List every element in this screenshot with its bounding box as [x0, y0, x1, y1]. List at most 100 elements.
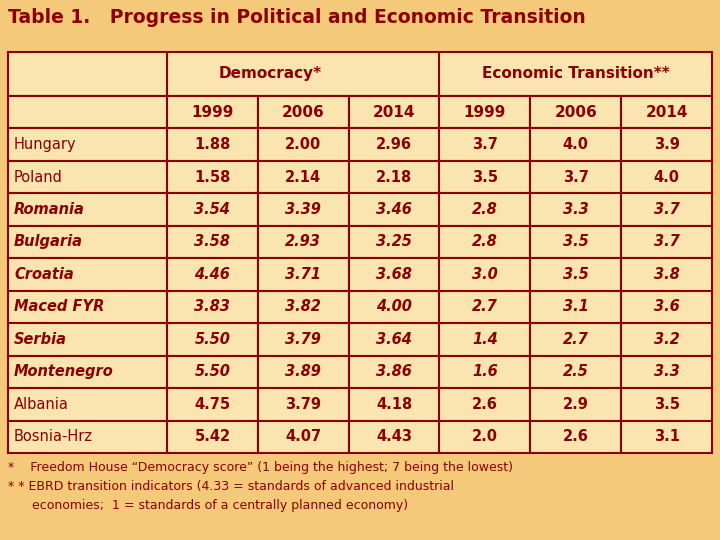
- Bar: [439, 193, 531, 226]
- Bar: [531, 161, 621, 193]
- Text: 2014: 2014: [645, 105, 688, 119]
- Bar: [439, 356, 531, 388]
- Bar: [348, 96, 439, 129]
- Bar: [531, 291, 621, 323]
- Text: 2.14: 2.14: [285, 170, 321, 185]
- Bar: [531, 323, 621, 356]
- Bar: [348, 291, 439, 323]
- Text: 3.3: 3.3: [654, 364, 680, 379]
- Bar: [348, 258, 439, 291]
- Text: 3.7: 3.7: [563, 170, 589, 185]
- Text: 3.7: 3.7: [472, 137, 498, 152]
- Bar: [621, 96, 712, 129]
- Text: 3.8: 3.8: [654, 267, 680, 282]
- Text: 3.0: 3.0: [472, 267, 498, 282]
- Bar: [531, 226, 621, 258]
- Bar: [621, 161, 712, 193]
- Bar: [8, 291, 167, 323]
- Bar: [167, 161, 258, 193]
- Bar: [348, 161, 439, 193]
- Text: Table 1.   Progress in Political and Economic Transition: Table 1. Progress in Political and Econo…: [8, 8, 586, 27]
- Text: Romania: Romania: [14, 202, 85, 217]
- Bar: [167, 129, 258, 161]
- Text: 2.9: 2.9: [563, 397, 589, 412]
- Text: 3.39: 3.39: [285, 202, 321, 217]
- Text: 1.6: 1.6: [472, 364, 498, 379]
- Bar: [258, 193, 348, 226]
- Text: 4.18: 4.18: [376, 397, 412, 412]
- Text: 3.79: 3.79: [285, 397, 321, 412]
- Text: 2.93: 2.93: [285, 234, 321, 249]
- Text: 3.89: 3.89: [285, 364, 321, 379]
- Bar: [348, 356, 439, 388]
- Text: 3.6: 3.6: [654, 299, 680, 314]
- Bar: [258, 388, 348, 421]
- Bar: [621, 129, 712, 161]
- Text: 3.3: 3.3: [563, 202, 589, 217]
- Text: 3.83: 3.83: [194, 299, 230, 314]
- Bar: [167, 356, 258, 388]
- Bar: [531, 356, 621, 388]
- Bar: [258, 421, 348, 453]
- Bar: [258, 226, 348, 258]
- Bar: [531, 258, 621, 291]
- Text: 4.43: 4.43: [376, 429, 412, 444]
- Text: 3.5: 3.5: [472, 170, 498, 185]
- Bar: [8, 258, 167, 291]
- Text: 3.68: 3.68: [376, 267, 412, 282]
- Text: 4.07: 4.07: [285, 429, 321, 444]
- Bar: [8, 421, 167, 453]
- Text: 2014: 2014: [373, 105, 415, 119]
- Text: 1.58: 1.58: [194, 170, 230, 185]
- Text: 2.7: 2.7: [472, 299, 498, 314]
- Bar: [167, 52, 439, 96]
- Bar: [531, 96, 621, 129]
- Bar: [258, 258, 348, 291]
- Text: 1.88: 1.88: [194, 137, 230, 152]
- Bar: [167, 258, 258, 291]
- Bar: [167, 291, 258, 323]
- Text: 3.5: 3.5: [563, 267, 589, 282]
- Bar: [348, 323, 439, 356]
- Text: 3.46: 3.46: [376, 202, 412, 217]
- Bar: [531, 388, 621, 421]
- Bar: [8, 129, 167, 161]
- Text: 5.50: 5.50: [194, 364, 230, 379]
- Bar: [167, 323, 258, 356]
- Bar: [621, 291, 712, 323]
- Bar: [439, 129, 531, 161]
- Text: 3.25: 3.25: [376, 234, 412, 249]
- Text: 3.9: 3.9: [654, 137, 680, 152]
- Bar: [258, 291, 348, 323]
- Text: 5.42: 5.42: [194, 429, 230, 444]
- Text: 4.0: 4.0: [654, 170, 680, 185]
- Text: 3.54: 3.54: [194, 202, 230, 217]
- Bar: [621, 258, 712, 291]
- Bar: [8, 161, 167, 193]
- Bar: [439, 388, 531, 421]
- Text: 1999: 1999: [192, 105, 233, 119]
- Text: Bulgaria: Bulgaria: [14, 234, 83, 249]
- Bar: [348, 226, 439, 258]
- Text: 2.0: 2.0: [472, 429, 498, 444]
- Text: 4.0: 4.0: [563, 137, 589, 152]
- Text: 2006: 2006: [554, 105, 597, 119]
- Bar: [439, 96, 531, 129]
- Text: 1.4: 1.4: [472, 332, 498, 347]
- Bar: [8, 356, 167, 388]
- Bar: [621, 226, 712, 258]
- Text: 2.7: 2.7: [563, 332, 589, 347]
- Bar: [258, 161, 348, 193]
- Text: 3.7: 3.7: [654, 202, 680, 217]
- Bar: [167, 388, 258, 421]
- Bar: [439, 226, 531, 258]
- Bar: [531, 421, 621, 453]
- Bar: [621, 356, 712, 388]
- Bar: [8, 52, 167, 96]
- Text: 2.18: 2.18: [376, 170, 412, 185]
- Bar: [167, 421, 258, 453]
- Text: 3.1: 3.1: [563, 299, 589, 314]
- Text: 1999: 1999: [464, 105, 506, 119]
- Text: 5.50: 5.50: [194, 332, 230, 347]
- Bar: [8, 193, 167, 226]
